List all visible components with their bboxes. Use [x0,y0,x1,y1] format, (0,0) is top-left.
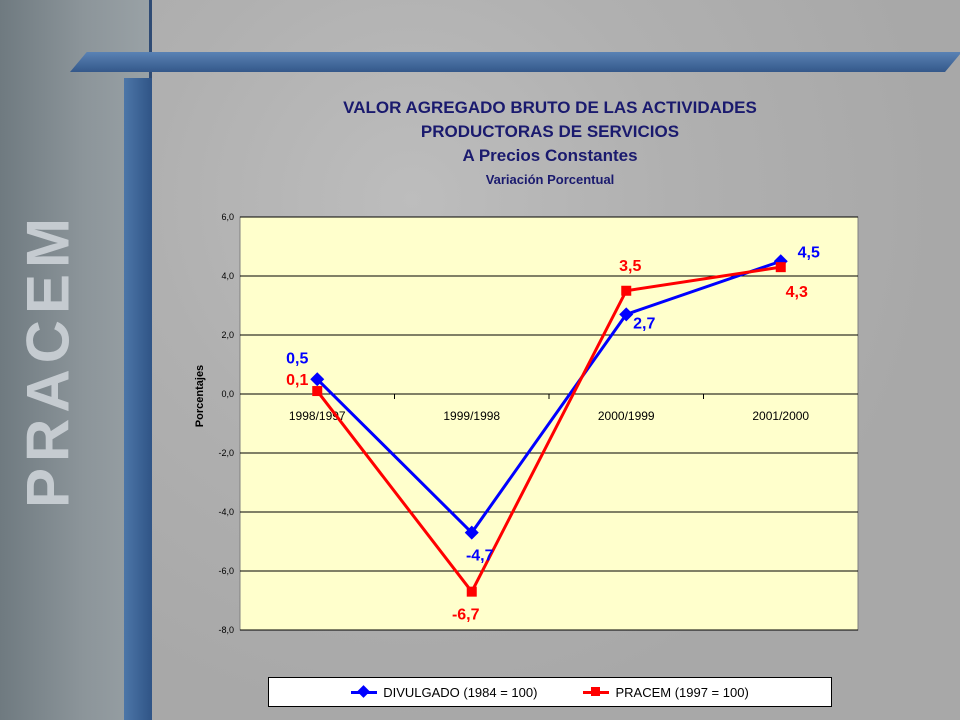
data-point-diamond [464,525,479,540]
data-label: 0,5 [286,350,308,367]
y-tick-label: 4,0 [221,271,234,281]
y-axis-label: Porcentajes [194,365,206,427]
x-tick-label: 1998/1997 [289,409,346,423]
y-tick-label: 2,0 [221,330,234,340]
y-tick-label: -4,0 [218,507,234,517]
legend-label-pracem: PRACEM (1997 = 100) [615,684,749,700]
y-tick-label: -8,0 [218,625,234,635]
data-point-diamond [619,307,634,322]
data-point-square [775,262,786,273]
y-tick-label: -6,0 [218,566,234,576]
legend-label-divulgado: DIVULGADO (1984 = 100) [383,684,538,700]
y-tick-label: 6,0 [221,212,234,222]
data-label: -4,7 [466,548,494,565]
square-marker-icon [591,686,601,696]
series-line-1 [316,265,781,595]
chart-title-block: VALOR AGREGADO BRUTO DE LAS ACTIVIDADES … [250,96,850,190]
legend-item-pracem: PRACEM (1997 = 100) [583,684,749,700]
data-point-square [621,285,632,296]
data-label: 2,7 [633,315,655,332]
y-tick-label: -2,0 [218,448,234,458]
data-point-square [312,386,323,397]
series-line-0 [316,259,782,535]
y-tick-label: 0,0 [221,389,234,399]
data-label: -6,7 [452,607,480,624]
chart-legend: DIVULGADO (1984 = 100) PRACEM (1997 = 10… [268,677,832,707]
vertical-rule [124,78,152,720]
chart-caption: Variación Porcentual [485,172,615,187]
chart-title-line1: VALOR AGREGADO BRUTO DE LAS ACTIVIDADES [343,98,757,117]
data-label: 4,5 [798,244,820,261]
chart-subtitle: A Precios Constantes [462,146,638,165]
data-label: 3,5 [619,258,641,275]
legend-swatch-pracem [583,686,610,696]
legend-swatch-divulgado [351,684,378,698]
diamond-marker-icon [357,684,371,698]
legend-item-divulgado: DIVULGADO (1984 = 100) [351,685,537,700]
data-point-square [466,586,477,597]
x-tick-label: 1999/1998 [443,409,500,423]
data-point-diamond [310,372,325,387]
data-label: 4,3 [786,284,808,301]
data-label: 0,1 [286,372,308,389]
chart-title-line2: PRODUCTORAS DE SERVICIOS [420,122,680,141]
x-tick-label: 2000/1999 [598,409,655,423]
x-tick-label: 2001/2000 [752,409,809,423]
